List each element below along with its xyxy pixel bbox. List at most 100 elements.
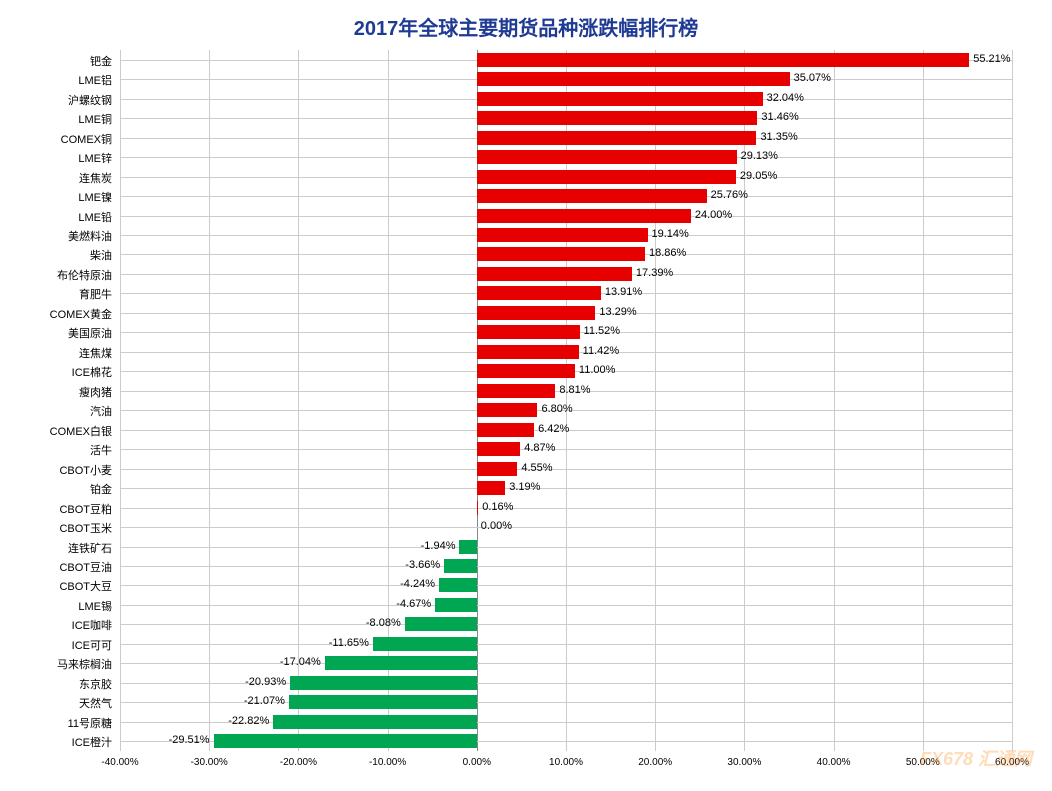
bar-row: CBOT小麦4.55% — [120, 459, 1012, 478]
bar-row: ICE咖啡-8.08% — [120, 615, 1012, 634]
bar — [477, 189, 707, 203]
bar — [214, 734, 477, 748]
value-label: -11.65% — [329, 637, 369, 649]
value-label: 8.81% — [559, 384, 590, 396]
value-label: 17.39% — [636, 267, 673, 279]
row-baseline — [120, 585, 1012, 586]
value-label: 6.42% — [538, 423, 569, 435]
bar-row: CBOT大豆-4.24% — [120, 576, 1012, 595]
bar — [477, 403, 538, 417]
value-label: 13.29% — [599, 306, 636, 318]
x-tick-label: 0.00% — [463, 757, 491, 768]
row-baseline — [120, 644, 1012, 645]
bar-row: 汽油6.80% — [120, 401, 1012, 420]
category-label: 活牛 — [2, 442, 112, 458]
value-label: 31.46% — [761, 111, 798, 123]
bar-row: 铂金3.19% — [120, 478, 1012, 497]
category-label: 11号原糖 — [2, 715, 112, 731]
bar — [435, 598, 477, 612]
bar-row: 布伦特原油17.39% — [120, 264, 1012, 283]
row-baseline — [120, 663, 1012, 664]
bar-row: 钯金55.21% — [120, 50, 1012, 69]
category-label: LME铅 — [2, 209, 112, 225]
bar — [477, 267, 632, 281]
value-label: 55.21% — [973, 53, 1010, 65]
bar-row: ICE棉花11.00% — [120, 362, 1012, 381]
x-tick-label: 30.00% — [727, 757, 761, 768]
bar-row: LME铜31.46% — [120, 108, 1012, 127]
bar — [477, 150, 737, 164]
row-baseline — [120, 469, 1012, 470]
bar-row: 连焦煤11.42% — [120, 342, 1012, 361]
bar — [477, 423, 534, 437]
category-label: 沪螺纹钢 — [2, 92, 112, 108]
bar-row: LME铅24.00% — [120, 206, 1012, 225]
value-label: 6.80% — [541, 403, 572, 415]
gridline — [1012, 50, 1013, 751]
category-label: CBOT豆油 — [2, 559, 112, 575]
bar — [477, 131, 757, 145]
category-label: 育肥牛 — [2, 286, 112, 302]
bar — [477, 325, 580, 339]
category-label: CBOT大豆 — [2, 578, 112, 594]
category-label: LME锡 — [2, 598, 112, 614]
bar-row: CBOT玉米0.00% — [120, 517, 1012, 536]
bar — [477, 111, 758, 125]
bar — [477, 92, 763, 106]
category-label: 美燃料油 — [2, 228, 112, 244]
bar — [477, 501, 478, 515]
value-label: -21.07% — [244, 695, 285, 707]
category-label: CBOT玉米 — [2, 520, 112, 536]
bar — [477, 345, 579, 359]
row-baseline — [120, 624, 1012, 625]
category-label: 钯金 — [2, 53, 112, 69]
value-label: 4.87% — [524, 442, 555, 454]
value-label: 19.14% — [652, 228, 689, 240]
x-tick-label: -40.00% — [101, 757, 138, 768]
bar-row: LME锡-4.67% — [120, 595, 1012, 614]
value-label: 3.19% — [509, 481, 540, 493]
category-label: LME铜 — [2, 111, 112, 127]
bar — [477, 72, 790, 86]
x-tick-label: 10.00% — [549, 757, 583, 768]
bar-row: ICE橙汁-29.51% — [120, 732, 1012, 751]
bar-row: CBOT豆粕0.16% — [120, 498, 1012, 517]
bar — [477, 228, 648, 242]
value-label: 11.00% — [579, 364, 616, 376]
category-label: CBOT小麦 — [2, 462, 112, 478]
value-label: 13.91% — [605, 286, 642, 298]
bar — [325, 656, 477, 670]
bar-row: 美国原油11.52% — [120, 323, 1012, 342]
value-label: 11.52% — [584, 325, 621, 337]
bar — [289, 695, 477, 709]
bar — [444, 559, 477, 573]
bar — [477, 209, 691, 223]
bar — [477, 462, 518, 476]
category-label: 连焦炭 — [2, 170, 112, 186]
category-label: 柴油 — [2, 247, 112, 263]
value-label: 24.00% — [695, 209, 732, 221]
row-baseline — [120, 566, 1012, 567]
bar-row: 育肥牛13.91% — [120, 284, 1012, 303]
bar-row: 11号原糖-22.82% — [120, 712, 1012, 731]
category-label: LME锌 — [2, 150, 112, 166]
value-label: 35.07% — [794, 72, 831, 84]
bar-row: 连铁矿石-1.94% — [120, 537, 1012, 556]
bar-row: 天然气-21.07% — [120, 693, 1012, 712]
category-label: LME镍 — [2, 189, 112, 205]
bar-row: LME铝35.07% — [120, 69, 1012, 88]
bar — [477, 286, 601, 300]
x-tick-label: -10.00% — [369, 757, 406, 768]
category-label: 连铁矿石 — [2, 540, 112, 556]
value-label: 4.55% — [521, 462, 552, 474]
bar-row: 沪螺纹钢32.04% — [120, 89, 1012, 108]
row-baseline — [120, 547, 1012, 548]
bar-row: COMEX白银6.42% — [120, 420, 1012, 439]
value-label: -1.94% — [421, 540, 456, 552]
watermark: FX678 汇通网 — [920, 745, 1032, 771]
value-label: -4.24% — [400, 578, 435, 590]
value-label: 0.16% — [482, 501, 513, 513]
category-label: 汽油 — [2, 403, 112, 419]
bar-row: 连焦炭29.05% — [120, 167, 1012, 186]
value-label: -8.08% — [366, 617, 401, 629]
